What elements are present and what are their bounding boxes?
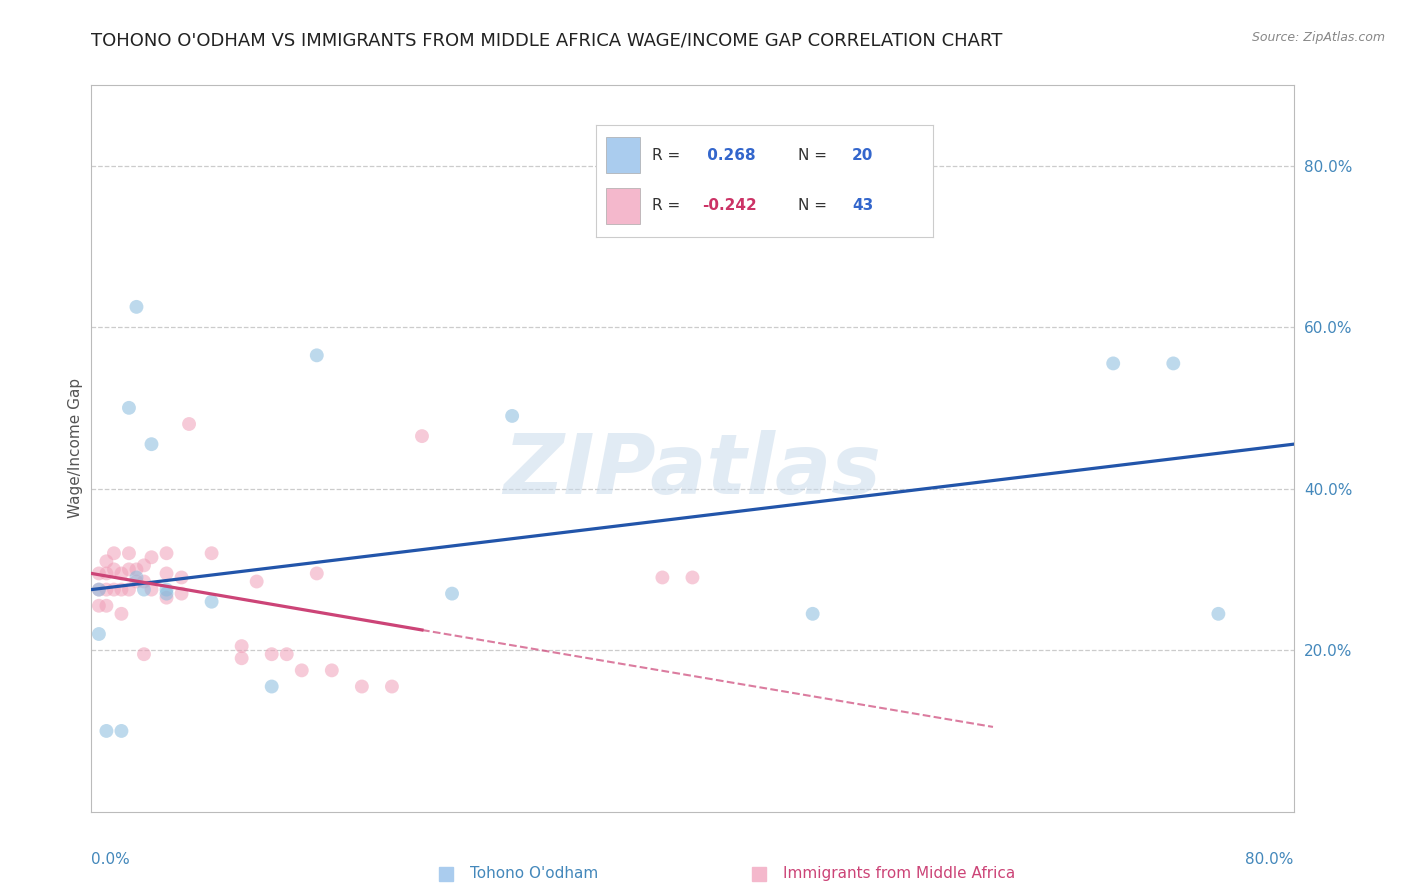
Text: 80.0%: 80.0%	[1246, 852, 1294, 867]
Point	[141, 582, 163, 597]
Point	[801, 607, 824, 621]
Text: ZIPatlas: ZIPatlas	[503, 430, 882, 510]
Point	[231, 651, 253, 665]
Point	[350, 680, 373, 694]
Point	[96, 582, 118, 597]
Point	[87, 582, 110, 597]
Point	[87, 566, 110, 581]
Point	[96, 566, 118, 581]
Point	[96, 723, 118, 738]
Point	[260, 680, 283, 694]
Point	[132, 574, 155, 589]
Point	[118, 562, 141, 576]
Point	[440, 587, 463, 601]
Point	[132, 647, 155, 661]
Point	[87, 599, 110, 613]
Point	[125, 570, 148, 584]
Point	[651, 570, 673, 584]
Point	[1161, 356, 1184, 370]
Text: Source: ZipAtlas.com: Source: ZipAtlas.com	[1251, 31, 1385, 45]
Point	[118, 582, 141, 597]
Point	[170, 587, 193, 601]
Point	[155, 591, 177, 605]
Point	[103, 546, 125, 560]
Text: Tohono O'odham: Tohono O'odham	[470, 866, 599, 881]
Point	[87, 582, 110, 597]
Point	[305, 348, 328, 362]
Point	[501, 409, 523, 423]
Point	[321, 664, 343, 678]
Point	[276, 647, 298, 661]
Point	[141, 437, 163, 451]
Point	[132, 558, 155, 573]
Point	[103, 582, 125, 597]
Point	[1102, 356, 1125, 370]
Point	[110, 582, 132, 597]
Point	[291, 664, 314, 678]
Point	[231, 639, 253, 653]
Point	[381, 680, 404, 694]
Point	[96, 554, 118, 568]
Point	[155, 582, 177, 597]
Point	[125, 562, 148, 576]
Point	[177, 417, 200, 431]
Point	[110, 607, 132, 621]
Point	[246, 574, 269, 589]
Point	[110, 723, 132, 738]
Point	[141, 550, 163, 565]
Point	[155, 546, 177, 560]
Point	[110, 566, 132, 581]
Text: 0.0%: 0.0%	[91, 852, 131, 867]
Point	[260, 647, 283, 661]
Y-axis label: Wage/Income Gap: Wage/Income Gap	[67, 378, 83, 518]
Point	[125, 574, 148, 589]
Point	[305, 566, 328, 581]
Point	[201, 595, 224, 609]
Point	[1208, 607, 1230, 621]
Point	[87, 627, 110, 641]
Point	[411, 429, 433, 443]
Point	[96, 599, 118, 613]
Point	[681, 570, 703, 584]
Point	[103, 562, 125, 576]
Text: Immigrants from Middle Africa: Immigrants from Middle Africa	[783, 866, 1015, 881]
Point	[155, 587, 177, 601]
Point	[201, 546, 224, 560]
Point	[118, 546, 141, 560]
Point	[125, 300, 148, 314]
Point	[155, 566, 177, 581]
Point	[132, 582, 155, 597]
Text: TOHONO O'ODHAM VS IMMIGRANTS FROM MIDDLE AFRICA WAGE/INCOME GAP CORRELATION CHAR: TOHONO O'ODHAM VS IMMIGRANTS FROM MIDDLE…	[91, 31, 1002, 49]
Point	[118, 401, 141, 415]
Point	[170, 570, 193, 584]
